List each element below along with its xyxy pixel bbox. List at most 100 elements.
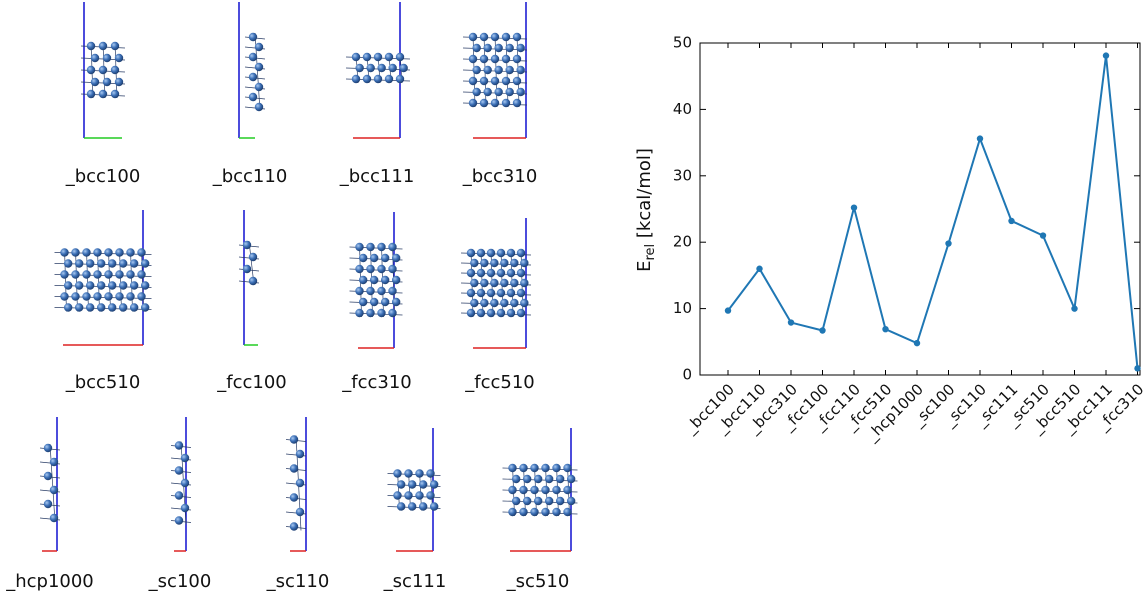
- atom: [110, 41, 120, 51]
- atom: [289, 493, 299, 502]
- atom: [43, 499, 53, 509]
- atom: [466, 288, 476, 298]
- atom: [476, 288, 486, 298]
- atom: [362, 52, 372, 62]
- atom: [426, 469, 435, 478]
- atom: [506, 308, 516, 318]
- atom: [355, 63, 364, 73]
- atom: [395, 52, 405, 62]
- atom: [49, 513, 59, 523]
- atom: [129, 303, 139, 312]
- atom: [496, 308, 506, 318]
- atom: [85, 303, 95, 312]
- atom: [140, 259, 150, 268]
- atom: [63, 303, 73, 312]
- atom: [248, 252, 258, 262]
- atom: [510, 298, 519, 308]
- atom: [479, 32, 489, 42]
- atom: [85, 281, 95, 290]
- bond: [54, 252, 152, 255]
- atom: [566, 474, 576, 484]
- data-point: [1102, 52, 1110, 59]
- data-point: [850, 204, 858, 211]
- atom: [393, 469, 402, 478]
- structure-label: _bcc100: [65, 166, 141, 187]
- atom: [415, 469, 424, 478]
- atom: [377, 242, 386, 252]
- atom: [516, 43, 525, 53]
- atom: [511, 496, 521, 506]
- atom: [510, 258, 519, 268]
- atom: [90, 53, 100, 63]
- atom: [501, 54, 511, 64]
- atom: [480, 278, 489, 288]
- atom: [490, 298, 499, 308]
- atom: [380, 253, 390, 263]
- atom: [295, 449, 305, 459]
- atom: [522, 496, 532, 506]
- atom: [519, 507, 528, 517]
- atom: [93, 270, 102, 279]
- atom: [516, 288, 526, 298]
- atom: [426, 491, 435, 500]
- bond: [130, 248, 133, 312]
- atom: [242, 240, 252, 250]
- atom: [74, 303, 84, 312]
- atom: [483, 43, 492, 53]
- atom: [102, 77, 112, 87]
- atom: [418, 480, 428, 489]
- atom: [541, 463, 550, 473]
- atom: [358, 275, 368, 285]
- atom: [520, 298, 529, 308]
- atom: [388, 242, 397, 252]
- atom: [118, 259, 128, 268]
- atom: [544, 474, 554, 484]
- atom: [506, 268, 516, 278]
- atom: [500, 298, 509, 308]
- atom: [501, 76, 511, 86]
- atom: [104, 292, 113, 301]
- atom: [96, 303, 106, 312]
- atom: [126, 248, 135, 257]
- atom: [490, 54, 500, 64]
- data-point: [1134, 365, 1141, 372]
- atom: [479, 76, 489, 86]
- atom: [174, 466, 184, 475]
- atom: [355, 242, 364, 252]
- atom: [174, 516, 184, 525]
- atom: [49, 457, 59, 467]
- atom: [486, 248, 496, 258]
- atom: [355, 308, 364, 318]
- atom: [466, 248, 476, 258]
- data-point: [787, 319, 795, 326]
- atom: [115, 292, 124, 301]
- atom: [393, 491, 402, 500]
- structure-label: _sc510: [506, 571, 570, 592]
- atom: [129, 281, 139, 290]
- atom: [483, 87, 492, 97]
- atom: [248, 276, 258, 286]
- atom: [508, 507, 517, 517]
- atom: [82, 292, 91, 301]
- atom: [555, 496, 565, 506]
- bond: [108, 248, 111, 312]
- atom: [369, 297, 379, 307]
- atom: [388, 63, 397, 73]
- atom: [366, 242, 375, 252]
- atom: [373, 74, 383, 84]
- atom: [137, 270, 146, 279]
- structure-label: _fcc100: [216, 372, 287, 393]
- atom: [102, 53, 112, 63]
- atom: [486, 288, 496, 298]
- atom: [60, 292, 69, 301]
- atom: [512, 76, 522, 86]
- atom: [107, 259, 117, 268]
- atom: [468, 54, 478, 64]
- atom: [476, 248, 486, 258]
- atom: [366, 264, 375, 274]
- bond: [54, 274, 152, 277]
- atom: [60, 270, 69, 279]
- atom: [490, 76, 500, 86]
- atom: [486, 308, 496, 318]
- atom: [71, 270, 80, 279]
